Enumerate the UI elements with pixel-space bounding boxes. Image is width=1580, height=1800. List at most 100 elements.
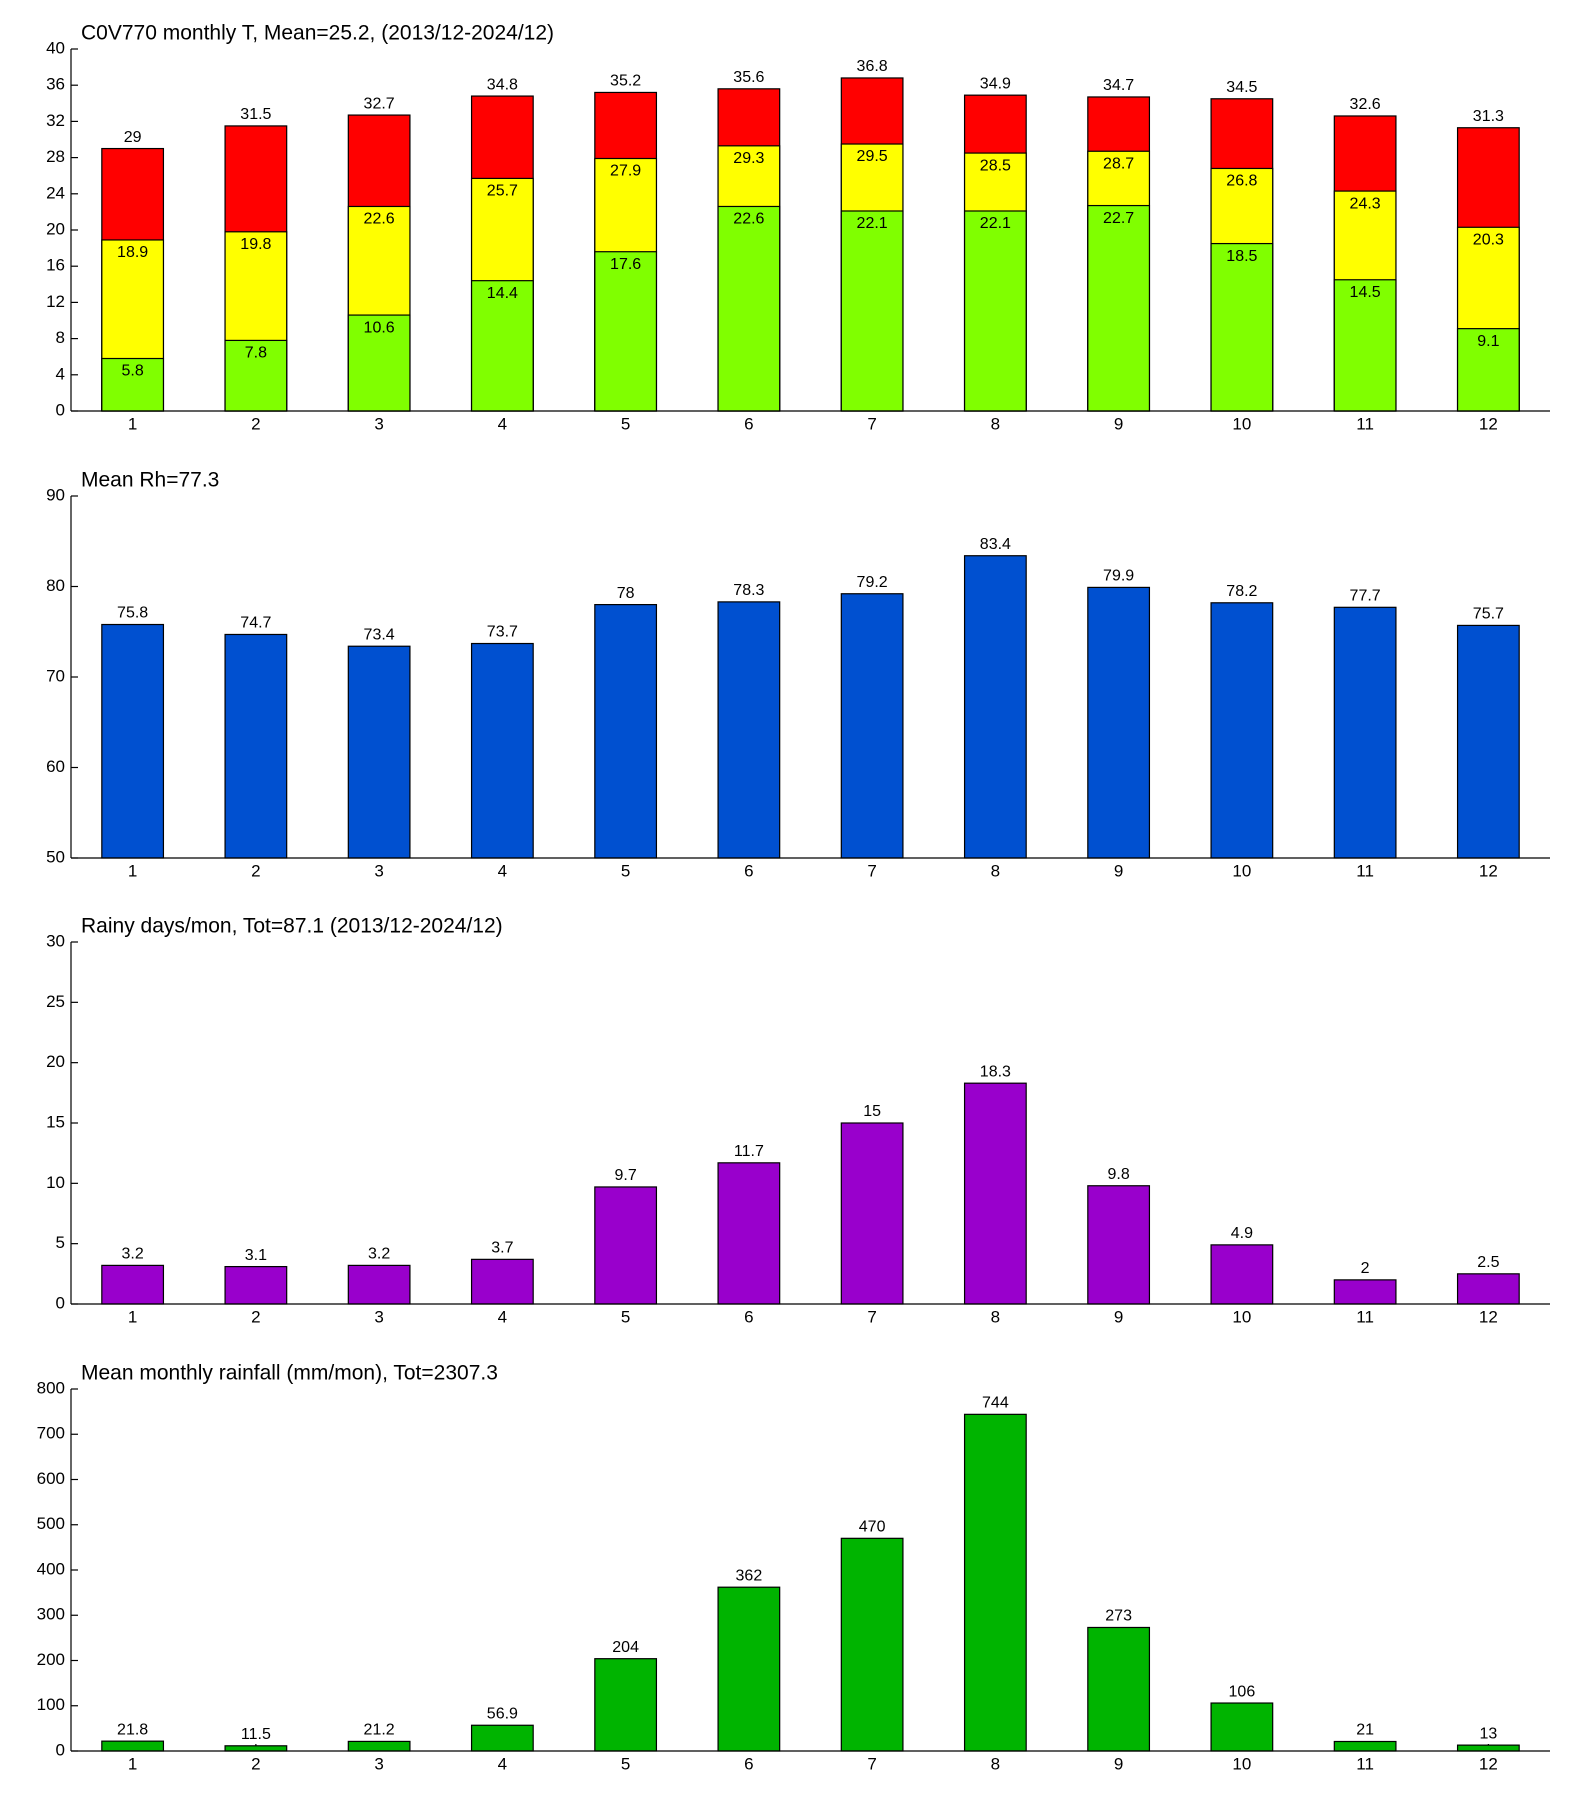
bar xyxy=(1087,1185,1151,1305)
value-label: 9.1 xyxy=(1477,333,1499,350)
x-tick-label: 4 xyxy=(498,861,507,880)
value-label: 22.6 xyxy=(733,211,764,228)
x-tick-label: 5 xyxy=(621,414,630,433)
x-tick-label: 10 xyxy=(1232,861,1251,880)
y-tick-label: 10 xyxy=(46,1173,65,1192)
bar xyxy=(224,633,288,859)
bar xyxy=(717,1162,781,1305)
value-label: 78.3 xyxy=(733,582,764,599)
value-label: 26.8 xyxy=(1226,173,1257,190)
x-tick-label: 3 xyxy=(374,414,383,433)
x-tick-label: 4 xyxy=(498,1307,507,1326)
bar xyxy=(963,210,1027,412)
chart-title: Mean Rh=77.3 xyxy=(81,469,219,492)
y-tick-label: 700 xyxy=(37,1424,65,1443)
value-label: 34.8 xyxy=(487,76,518,93)
bar xyxy=(594,1186,658,1305)
value-label: 18.5 xyxy=(1226,248,1257,265)
value-label: 73.4 xyxy=(364,626,395,643)
x-tick-label: 1 xyxy=(128,861,137,880)
x-tick-label: 12 xyxy=(1479,414,1498,433)
x-tick-label: 5 xyxy=(621,861,630,880)
x-tick-label: 8 xyxy=(991,414,1000,433)
chart-title: Rainy days/mon, Tot=87.1 (2013/12-2024/1… xyxy=(81,915,503,938)
value-label: 4.9 xyxy=(1231,1225,1253,1242)
bar xyxy=(1333,279,1397,412)
value-label: 34.5 xyxy=(1226,79,1257,96)
value-label: 19.8 xyxy=(240,236,271,253)
value-label: 32.7 xyxy=(364,95,395,112)
x-tick-label: 7 xyxy=(867,1307,876,1326)
bar xyxy=(1333,606,1397,859)
bar xyxy=(1456,328,1520,412)
value-label: 34.7 xyxy=(1103,77,1134,94)
bar xyxy=(101,623,165,859)
x-tick-label: 10 xyxy=(1232,1754,1251,1773)
value-label: 79.9 xyxy=(1103,568,1134,585)
bar xyxy=(347,645,411,859)
x-tick-label: 12 xyxy=(1479,861,1498,880)
chart-title: Mean monthly rainfall (mm/mon), Tot=2307… xyxy=(81,1362,498,1385)
bar xyxy=(1456,1744,1520,1752)
y-tick-label: 0 xyxy=(56,400,65,419)
value-label: 73.7 xyxy=(487,624,518,641)
x-tick-label: 2 xyxy=(251,1754,260,1773)
y-tick-label: 60 xyxy=(46,757,65,776)
x-tick-label: 1 xyxy=(128,1307,137,1326)
bar xyxy=(224,1745,288,1752)
bar xyxy=(470,1724,534,1752)
x-tick-label: 5 xyxy=(621,1754,630,1773)
bar xyxy=(1210,602,1274,859)
bar xyxy=(963,1082,1027,1305)
bar xyxy=(101,1740,165,1752)
x-tick-label: 11 xyxy=(1356,414,1374,433)
value-label: 2.5 xyxy=(1477,1254,1499,1271)
value-label: 9.8 xyxy=(1108,1166,1130,1183)
y-tick-label: 90 xyxy=(46,485,65,504)
value-label: 21.8 xyxy=(117,1721,148,1738)
bar xyxy=(1456,624,1520,859)
value-label: 21 xyxy=(1356,1722,1374,1739)
y-tick-label: 80 xyxy=(46,576,65,595)
x-tick-label: 5 xyxy=(621,1307,630,1326)
value-label: 31.3 xyxy=(1473,108,1504,125)
y-tick-label: 70 xyxy=(46,666,65,685)
value-label: 17.6 xyxy=(610,256,641,273)
y-tick-label: 24 xyxy=(46,183,65,202)
x-tick-label: 3 xyxy=(374,1307,383,1326)
value-label: 5.8 xyxy=(122,363,144,380)
x-tick-label: 6 xyxy=(744,414,753,433)
value-label: 22.6 xyxy=(364,211,395,228)
value-label: 14.4 xyxy=(487,285,518,302)
value-label: 28.5 xyxy=(980,157,1011,174)
bar xyxy=(840,210,904,412)
value-label: 77.7 xyxy=(1350,588,1381,605)
y-tick-label: 0 xyxy=(56,1740,65,1759)
x-tick-label: 9 xyxy=(1114,1307,1123,1326)
y-tick-label: 300 xyxy=(37,1605,65,1624)
x-tick-label: 8 xyxy=(991,1307,1000,1326)
value-label: 18.9 xyxy=(117,244,148,261)
value-label: 22.1 xyxy=(857,215,888,232)
value-label: 75.8 xyxy=(117,605,148,622)
bar xyxy=(1333,1279,1397,1305)
value-label: 744 xyxy=(982,1395,1009,1412)
value-label: 28.7 xyxy=(1103,155,1134,172)
y-tick-label: 12 xyxy=(46,292,65,311)
x-tick-label: 8 xyxy=(991,861,1000,880)
bar xyxy=(963,1413,1027,1752)
x-tick-label: 9 xyxy=(1114,861,1123,880)
bar xyxy=(101,1264,165,1305)
y-tick-label: 28 xyxy=(46,147,65,166)
bar xyxy=(840,1122,904,1305)
y-tick-label: 20 xyxy=(46,219,65,238)
bar xyxy=(594,251,658,412)
value-label: 18.3 xyxy=(980,1063,1011,1080)
x-tick-label: 12 xyxy=(1479,1307,1498,1326)
value-label: 27.9 xyxy=(610,163,641,180)
bar xyxy=(840,1537,904,1752)
bar xyxy=(347,1264,411,1305)
value-label: 25.7 xyxy=(487,183,518,200)
value-label: 29.3 xyxy=(733,150,764,167)
y-tick-label: 5 xyxy=(56,1233,65,1252)
